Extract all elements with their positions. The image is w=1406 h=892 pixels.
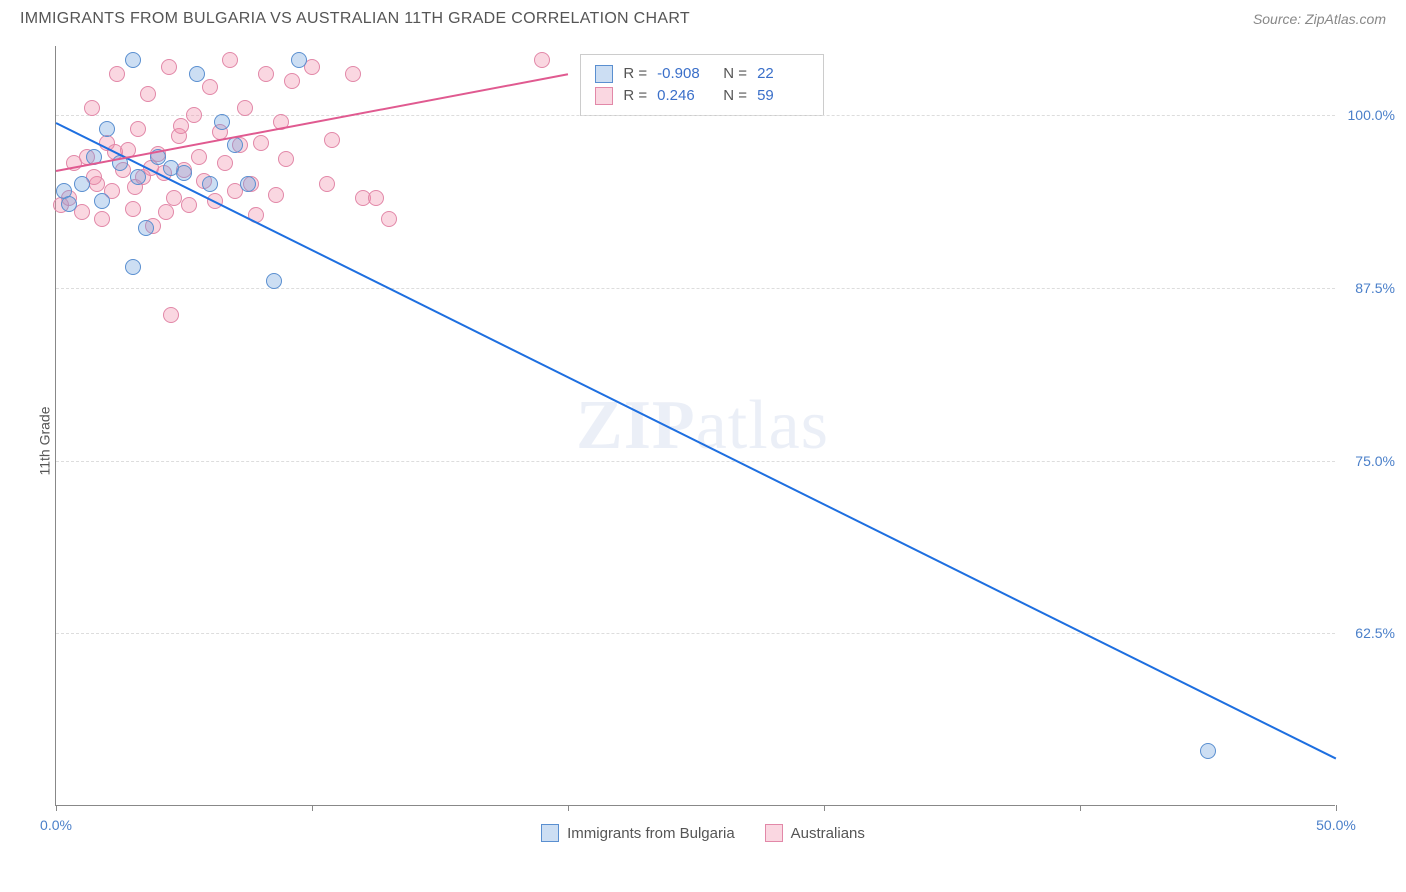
stat-label: N = bbox=[719, 65, 747, 82]
stats-swatch-icon bbox=[595, 87, 613, 105]
legend-swatch-icon bbox=[765, 824, 783, 842]
chart-header: IMMIGRANTS FROM BULGARIA VS AUSTRALIAN 1… bbox=[0, 0, 1406, 36]
data-point bbox=[189, 66, 205, 82]
data-point bbox=[214, 114, 230, 130]
plot-area: ZIPatlas R =-0.908 N =22R =0.246 N =59 6… bbox=[55, 46, 1335, 806]
stats-row: R = -0.908 N = 22 bbox=[595, 63, 809, 85]
data-point bbox=[324, 132, 340, 148]
gridline bbox=[56, 288, 1335, 289]
data-point bbox=[130, 121, 146, 137]
x-tick bbox=[56, 805, 57, 811]
y-tick-label: 62.5% bbox=[1340, 625, 1395, 641]
chart-title: IMMIGRANTS FROM BULGARIA VS AUSTRALIAN 1… bbox=[20, 10, 690, 28]
x-tick bbox=[1080, 805, 1081, 811]
data-point bbox=[191, 149, 207, 165]
y-tick-label: 87.5% bbox=[1340, 280, 1395, 296]
legend-label: Immigrants from Bulgaria bbox=[567, 825, 735, 842]
x-tick bbox=[312, 805, 313, 811]
data-point bbox=[99, 121, 115, 137]
legend-item-bulgaria: Immigrants from Bulgaria bbox=[541, 824, 735, 842]
stat-n-value: 59 bbox=[757, 87, 809, 104]
data-point bbox=[1200, 743, 1216, 759]
data-point bbox=[266, 273, 282, 289]
data-point bbox=[278, 151, 294, 167]
data-point bbox=[61, 196, 77, 212]
data-point bbox=[94, 193, 110, 209]
data-point bbox=[381, 211, 397, 227]
data-point bbox=[84, 100, 100, 116]
legend-label: Australians bbox=[791, 825, 865, 842]
y-tick-label: 75.0% bbox=[1340, 453, 1395, 469]
stat-label: R = bbox=[623, 87, 647, 104]
data-point bbox=[161, 59, 177, 75]
x-tick bbox=[1336, 805, 1337, 811]
stat-label: R = bbox=[623, 65, 647, 82]
data-point bbox=[319, 176, 335, 192]
stat-label: N = bbox=[719, 87, 747, 104]
data-point bbox=[217, 155, 233, 171]
data-point bbox=[94, 211, 110, 227]
data-point bbox=[202, 176, 218, 192]
stat-r-value: 0.246 bbox=[657, 87, 709, 104]
data-point bbox=[138, 220, 154, 236]
data-point bbox=[109, 66, 125, 82]
gridline bbox=[56, 461, 1335, 462]
data-point bbox=[368, 190, 384, 206]
x-tick bbox=[824, 805, 825, 811]
y-tick-label: 100.0% bbox=[1340, 107, 1395, 123]
source-attribution: Source: ZipAtlas.com bbox=[1253, 11, 1386, 27]
data-point bbox=[202, 79, 218, 95]
y-axis-title: 11th Grade bbox=[37, 406, 53, 475]
data-point bbox=[130, 169, 146, 185]
data-point bbox=[74, 176, 90, 192]
bottom-legend: Immigrants from Bulgaria Australians bbox=[0, 824, 1406, 842]
stat-n-value: 22 bbox=[757, 65, 809, 82]
data-point bbox=[125, 201, 141, 217]
data-point bbox=[227, 137, 243, 153]
legend-swatch-icon bbox=[541, 824, 559, 842]
gridline bbox=[56, 633, 1335, 634]
stat-r-value: -0.908 bbox=[657, 65, 709, 82]
data-point bbox=[345, 66, 361, 82]
data-point bbox=[268, 187, 284, 203]
data-point bbox=[291, 52, 307, 68]
data-point bbox=[222, 52, 238, 68]
data-point bbox=[284, 73, 300, 89]
data-point bbox=[181, 197, 197, 213]
legend-item-australians: Australians bbox=[765, 824, 865, 842]
data-point bbox=[237, 100, 253, 116]
data-point bbox=[125, 52, 141, 68]
chart-container: 11th Grade ZIPatlas R =-0.908 N =22R =0.… bbox=[0, 36, 1406, 846]
data-point bbox=[534, 52, 550, 68]
data-point bbox=[258, 66, 274, 82]
data-point bbox=[163, 307, 179, 323]
data-point bbox=[240, 176, 256, 192]
data-point bbox=[253, 135, 269, 151]
data-point bbox=[176, 165, 192, 181]
data-point bbox=[173, 118, 189, 134]
stats-swatch-icon bbox=[595, 65, 613, 83]
data-point bbox=[140, 86, 156, 102]
data-point bbox=[125, 259, 141, 275]
data-point bbox=[158, 204, 174, 220]
stats-row: R = 0.246 N = 59 bbox=[595, 85, 809, 107]
correlation-stats-box: R = -0.908 N = 22 R = 0.246 N = 59 bbox=[580, 54, 824, 116]
x-tick bbox=[568, 805, 569, 811]
trend-line bbox=[56, 122, 1337, 759]
data-point bbox=[186, 107, 202, 123]
